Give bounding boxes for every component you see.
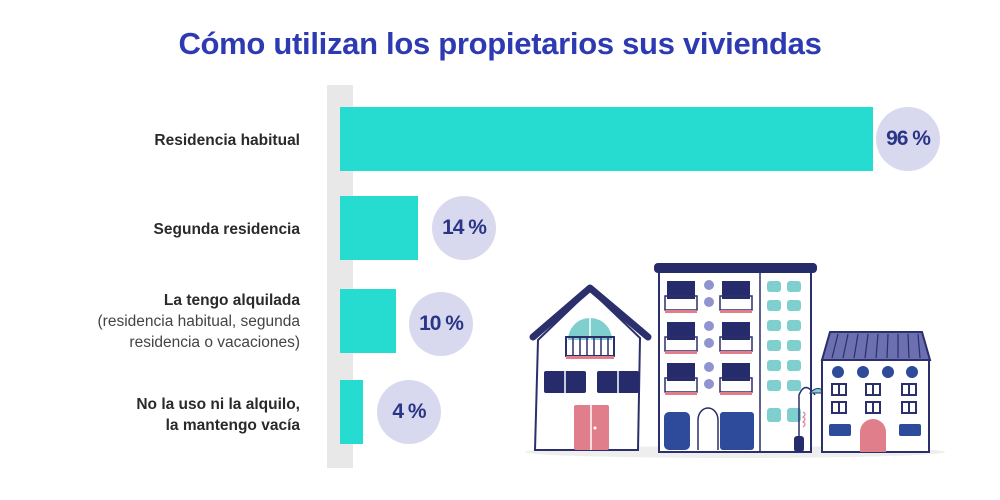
bar-alquilada bbox=[340, 289, 396, 353]
value-bubble-vacia: 4 % bbox=[377, 380, 441, 444]
row-label-residencia-habitual: Residencia habitual bbox=[154, 132, 300, 149]
row-label-vacia: No la uso ni la alquilo, la mantengo vac… bbox=[136, 396, 300, 434]
bar-residencia-habitual bbox=[340, 107, 873, 171]
row-label-segunda-residencia: Segunda residencia bbox=[153, 221, 300, 238]
chart-title: Cómo utilizan los propietarios sus vivie… bbox=[178, 26, 822, 61]
value-bubble-alquilada: 10 % bbox=[409, 292, 473, 356]
houses-illustration-icon bbox=[525, 263, 945, 458]
row-label-alquilada: La tengo alquilada (residencia habitual,… bbox=[97, 292, 301, 351]
value-bubble-residencia-habitual: 96 % bbox=[876, 107, 940, 171]
bar-vacia bbox=[340, 380, 363, 444]
value-bubble-segunda-residencia: 14 % bbox=[432, 196, 496, 260]
bar-segunda-residencia bbox=[340, 196, 418, 260]
